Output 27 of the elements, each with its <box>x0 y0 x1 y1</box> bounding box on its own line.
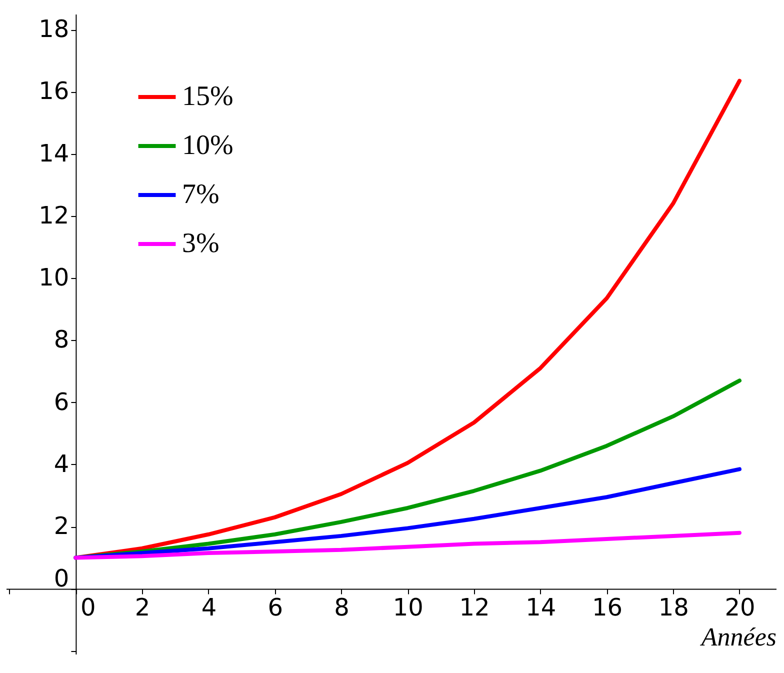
y-tick-label: 16 <box>38 77 70 106</box>
legend-label: 3% <box>182 228 220 259</box>
x-tick-label: 8 <box>334 593 350 622</box>
x-tick-label: 14 <box>526 593 556 622</box>
y-tick-label: 6 <box>54 388 70 416</box>
legend-label: 10% <box>182 130 234 161</box>
x-axis-title: Années <box>699 622 776 652</box>
y-tick-label: 2 <box>54 512 70 540</box>
y-tick-label: 18 <box>38 15 70 44</box>
y-tick-label: 12 <box>38 201 70 230</box>
x-tick-label: 4 <box>201 593 217 622</box>
x-tick-label: 0 <box>80 593 96 622</box>
x-tick-label: 6 <box>268 593 283 622</box>
y-tick-label: 14 <box>38 139 70 168</box>
line-series <box>74 530 742 560</box>
x-tick-label: 18 <box>658 593 689 622</box>
legend-label: 7% <box>182 179 220 210</box>
x-tick-label: 20 <box>724 593 756 622</box>
x-tick-label: 10 <box>392 593 424 622</box>
x-tick-label: 2 <box>134 593 150 622</box>
y-tick-label: 4 <box>54 450 70 478</box>
x-tick-label: 12 <box>459 593 490 622</box>
y-tick-label: 0 <box>54 564 70 592</box>
x-tick-label: 16 <box>592 593 623 622</box>
legend-label: 15% <box>182 81 234 112</box>
y-tick-label: 10 <box>38 264 70 292</box>
y-tick-label: 8 <box>54 326 70 354</box>
